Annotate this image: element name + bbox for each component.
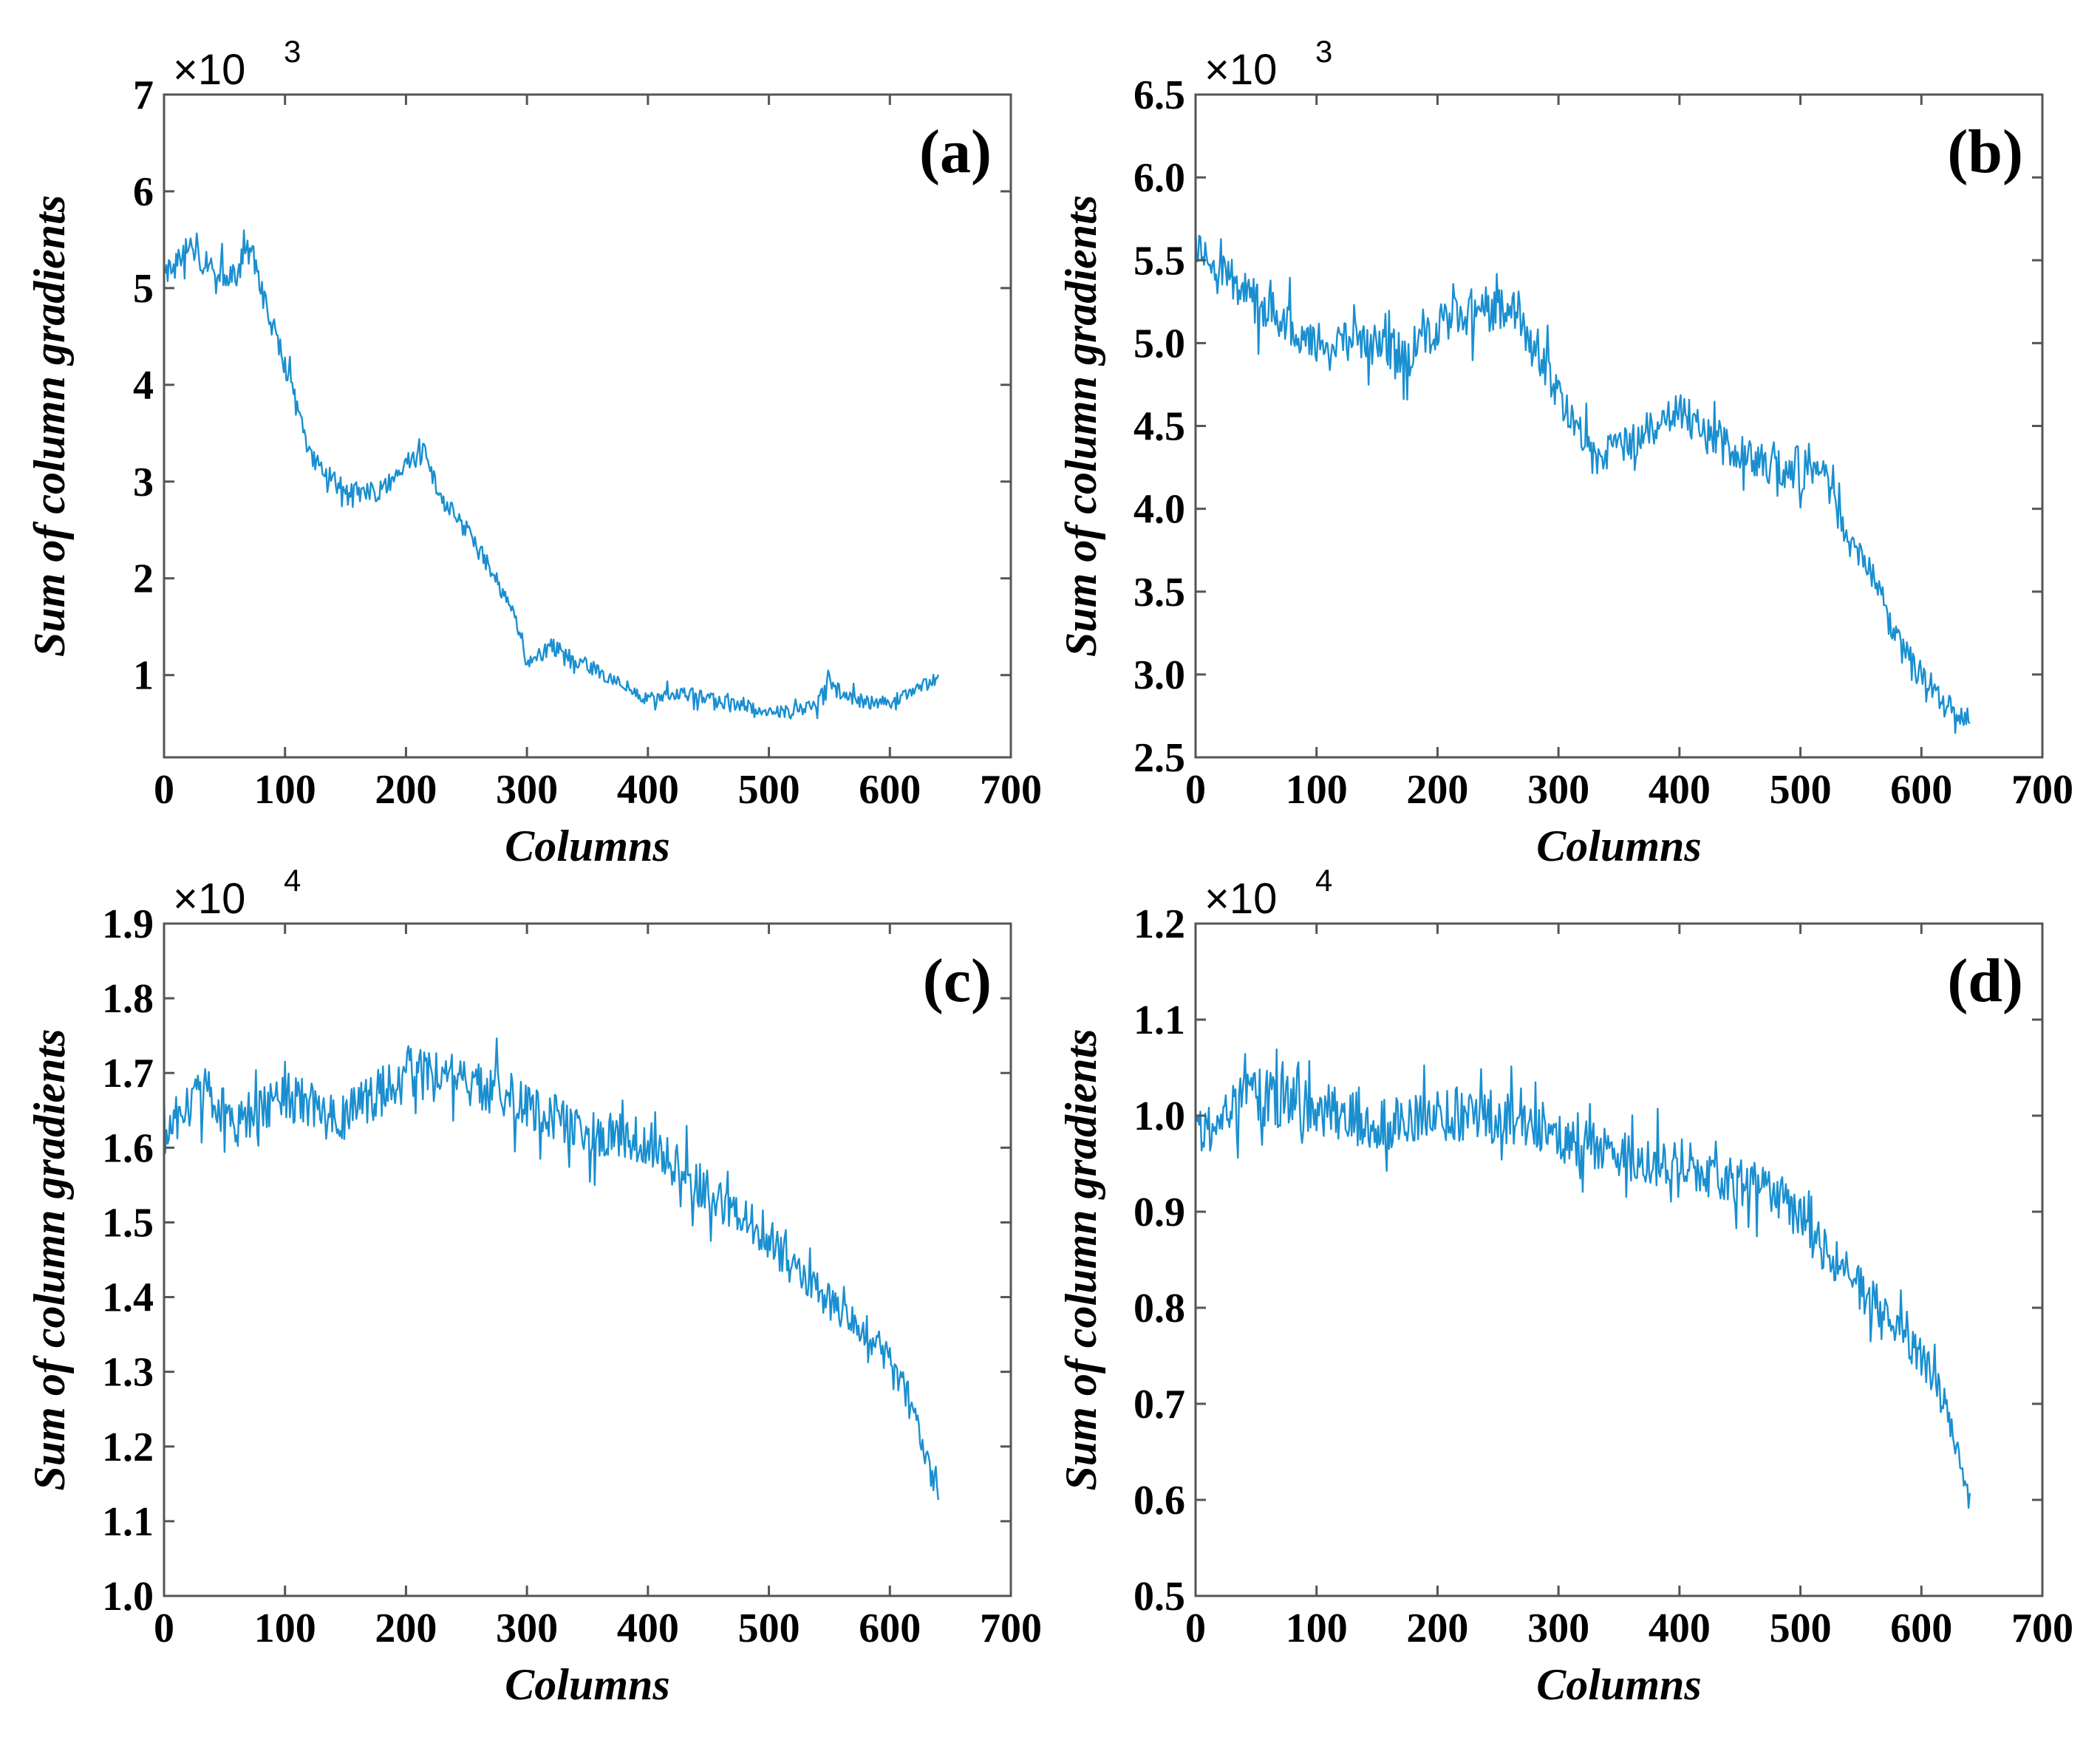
y-tick-label: 1.0 <box>102 1574 154 1620</box>
y-axis-title: Sum of column gradients <box>25 195 74 657</box>
y-tick-label: 1.1 <box>102 1499 154 1545</box>
x-tick-label: 300 <box>1527 767 1589 813</box>
y-tick-label: 5 <box>133 266 154 312</box>
x-tick-label: 300 <box>1527 1606 1589 1651</box>
y-axis-title: Sum of column gradients <box>1057 195 1105 657</box>
x-tick-label: 200 <box>375 767 437 813</box>
y-tick-label: 1 <box>133 653 154 699</box>
x-tick-label: 400 <box>617 1606 679 1651</box>
chart-panel-d: 0 100 200 300 400 500 600 700 0.5 0.6 0.7 0.8 0.9 1.0… <box>1057 863 2073 1709</box>
axes-frame <box>163 922 1012 1597</box>
x-tick-label: 500 <box>1770 1606 1832 1651</box>
y-tick-label: 7 <box>133 72 154 118</box>
y-tick-label: 1.2 <box>1133 901 1185 947</box>
y-tick-label: 0.6 <box>1133 1478 1185 1524</box>
x-tick-label: 100 <box>254 1606 316 1651</box>
x-tick-label: 0 <box>1185 767 1206 813</box>
x-tick-label: 200 <box>1406 767 1468 813</box>
y-tick-label: 1.6 <box>102 1125 154 1171</box>
x-tick-label: 0 <box>154 767 174 813</box>
series-line <box>163 229 939 720</box>
y-axis-title: Sum of column gradients <box>1057 1028 1105 1490</box>
y-tick-label: 1.8 <box>102 976 154 1022</box>
y-tick-label: 6 <box>133 169 154 215</box>
x-tick-label: 500 <box>1770 767 1832 813</box>
y-tick-label: 4.5 <box>1133 404 1185 450</box>
x-tick-label: 0 <box>154 1606 174 1651</box>
y-tick-label: 3 <box>133 460 154 505</box>
axis-multiplier: ×10 <box>1204 46 1277 94</box>
y-axis-title: Sum of column gradients <box>25 1028 74 1490</box>
y-tick-label: 1.3 <box>102 1350 154 1396</box>
chart-panel-c: 0 100 200 300 400 500 600 700 1.0 1.1 1.2 1.3 1.4 1.5… <box>25 863 1042 1709</box>
y-tick-label: 6.5 <box>1133 72 1185 118</box>
y-tick-label: 0.9 <box>1133 1190 1185 1235</box>
x-axis-title: Columns <box>505 1660 669 1709</box>
series-line <box>163 1037 939 1501</box>
x-tick-label: 300 <box>496 1606 558 1651</box>
x-tick-label: 0 <box>1185 1606 1206 1651</box>
x-tick-label: 600 <box>859 767 921 813</box>
axis-multiplier: ×10 <box>173 875 245 923</box>
y-tick-label: 5.0 <box>1133 321 1185 366</box>
x-tick-label: 600 <box>1890 767 1952 813</box>
x-tick-label: 300 <box>496 767 558 813</box>
x-tick-label: 700 <box>2011 767 2073 813</box>
x-tick-label: 600 <box>1890 1606 1952 1651</box>
x-tick-label: 400 <box>1649 1606 1711 1651</box>
x-tick-label: 400 <box>617 767 679 813</box>
series-line <box>1194 1048 1971 1509</box>
axis-multiplier-exponent: 3 <box>284 34 301 69</box>
x-tick-label: 600 <box>859 1606 921 1651</box>
y-tick-label: 0.5 <box>1133 1574 1185 1620</box>
y-tick-label: 1.4 <box>102 1275 154 1321</box>
x-axis-title: Columns <box>1536 1660 1701 1709</box>
y-tick-label: 1.0 <box>1133 1094 1185 1139</box>
y-tick-label: 3.0 <box>1133 652 1185 698</box>
y-tick-label: 1.2 <box>102 1425 154 1470</box>
series-line <box>1194 226 1971 734</box>
axis-multiplier-exponent: 4 <box>1315 863 1332 898</box>
x-tick-label: 200 <box>375 1606 437 1651</box>
x-tick-label: 700 <box>2011 1606 2073 1651</box>
x-tick-label: 700 <box>980 767 1042 813</box>
y-tick-label: 1.5 <box>102 1200 154 1246</box>
x-tick-label: 100 <box>254 767 316 813</box>
axis-multiplier-exponent: 3 <box>1315 34 1332 69</box>
x-tick-label: 100 <box>1286 1606 1348 1651</box>
panel-label: (d) <box>1947 946 2023 1015</box>
axis-multiplier: ×10 <box>1204 875 1277 923</box>
axes-frame <box>163 93 1012 759</box>
x-tick-label: 400 <box>1649 767 1711 813</box>
y-tick-label: 6.0 <box>1133 155 1185 201</box>
panel-label: (a) <box>919 117 992 186</box>
y-tick-label: 2.5 <box>1133 735 1185 781</box>
axis-multiplier: ×10 <box>173 46 245 94</box>
x-tick-label: 500 <box>738 767 800 813</box>
y-tick-label: 1.1 <box>1133 997 1185 1043</box>
panel-label: (b) <box>1947 117 2023 186</box>
y-tick-label: 3.5 <box>1133 570 1185 615</box>
y-tick-label: 2 <box>133 556 154 602</box>
y-tick-label: 0.7 <box>1133 1382 1185 1427</box>
y-tick-label: 4.0 <box>1133 487 1185 533</box>
y-tick-label: 1.9 <box>102 901 154 947</box>
x-tick-label: 700 <box>980 1606 1042 1651</box>
x-tick-label: 200 <box>1406 1606 1468 1651</box>
axis-multiplier-exponent: 4 <box>284 863 301 898</box>
panel-label: (c) <box>923 946 992 1015</box>
y-tick-label: 4 <box>133 363 154 409</box>
y-tick-label: 1.7 <box>102 1051 154 1096</box>
x-tick-label: 100 <box>1286 767 1348 813</box>
y-tick-label: 5.5 <box>1133 238 1185 284</box>
x-axis-title: Columns <box>1536 822 1701 870</box>
x-axis-title: Columns <box>505 822 669 870</box>
x-tick-label: 500 <box>738 1606 800 1651</box>
axes-frame <box>1194 922 2044 1597</box>
chart-panel-a: 0 100 200 300 400 500 600 700 1 2 3 4 5 6 7 Columns Sum … <box>25 34 1042 870</box>
chart-panel-b: 0 100 200 300 400 500 600 700 2.5 3.0 3.5 4.0 4.5 5.0… <box>1057 34 2073 870</box>
y-tick-label: 0.8 <box>1133 1286 1185 1331</box>
